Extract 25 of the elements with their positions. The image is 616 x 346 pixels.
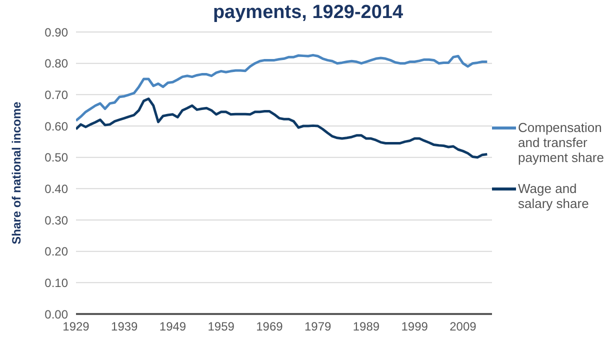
line-series	[76, 54, 488, 122]
chart-title: payments, 1929-2014	[212, 2, 404, 24]
x-tick-label: 1989	[352, 320, 380, 334]
x-tick-label: 1959	[208, 320, 235, 334]
y-tick-label: 0.70	[44, 88, 68, 102]
y-tick-label: 0.60	[44, 119, 68, 134]
x-tick-label: 1999	[401, 320, 428, 334]
x-tick-label: 1939	[111, 320, 138, 334]
x-tick-label: 1979	[304, 320, 332, 334]
x-tick-label: 1949	[159, 320, 186, 334]
y-axis-title: Share of national income	[9, 101, 24, 244]
y-tick-label: 0.90	[44, 25, 68, 40]
y-tick-label: 0.40	[44, 182, 68, 196]
y-tick-label: 0.20	[44, 244, 68, 259]
y-tick-label: 0.10	[44, 276, 68, 290]
x-tick-label: 1929	[62, 320, 90, 334]
x-tick-label: 2009	[450, 320, 477, 334]
y-tick-label: 0.80	[44, 56, 68, 71]
y-tick-label: 0.30	[44, 213, 68, 228]
legend-label: Compensation and transfer payment share	[518, 120, 604, 164]
y-tick-label: 0.50	[44, 150, 68, 165]
legend-label: Wage and salary share	[518, 180, 590, 210]
y-tick-label: 0.00	[44, 307, 68, 322]
line-series	[76, 97, 488, 159]
x-tick-label: 1969	[256, 320, 284, 334]
